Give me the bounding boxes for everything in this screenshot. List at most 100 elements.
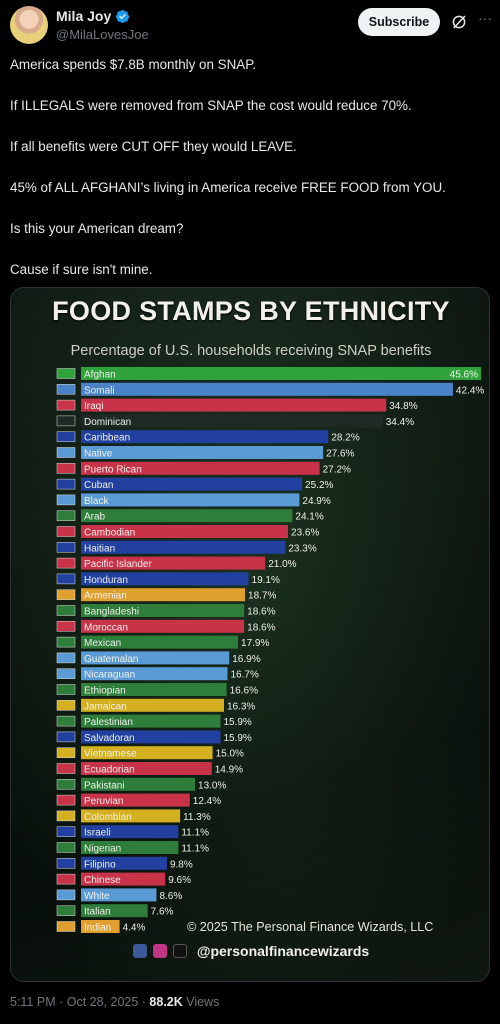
grok-icon[interactable] [450,13,468,31]
category-label: Indian [84,923,111,934]
category-label: Nigerian [84,844,121,855]
value-label: 28.2% [331,433,359,444]
post-timestamp[interactable]: 5:11 PM · Oct 28, 2025 · [10,995,150,1009]
category-label: Jamaican [84,701,127,712]
bar [81,540,286,554]
value-label: 16.7% [230,670,258,681]
category-label: Italian [84,907,111,918]
value-label: 24.1% [295,512,323,523]
value-label: 25.2% [305,480,333,491]
category-label: Moroccan [84,622,128,633]
category-label: Cambodian [84,528,135,539]
value-label: 11.3% [183,812,211,823]
bar [81,730,221,744]
value-label: 13.0% [198,780,226,791]
avatar[interactable] [10,6,48,44]
category-label: Dominican [84,417,131,428]
value-label: 18.7% [248,591,276,602]
category-label: White [84,891,110,902]
post-line: Cause if sure isn't mine. [10,262,153,277]
bar [81,477,303,491]
more-options-icon[interactable]: ··· [478,10,492,26]
author-handle[interactable]: @MilaLovesJoe [56,27,149,42]
display-name[interactable]: Mila Joy [56,8,112,24]
post-header: Mila Joy @MilaLovesJoe Subscribe ··· [0,0,500,50]
author-name-row: Mila Joy [56,8,130,24]
category-label: Somali [84,385,115,396]
bar [81,809,181,823]
value-label: 27.2% [323,464,351,475]
views-label: Views [182,995,220,1009]
tiktok-icon [172,944,187,958]
category-label: Armenian [84,591,127,602]
bar [81,493,300,507]
bar [81,556,266,570]
category-label: Cuban [84,480,113,491]
bar [81,382,453,396]
category-label: Caribbean [84,433,130,444]
bar [81,667,228,681]
value-label: 24.9% [302,496,330,507]
category-label: Nicaraguan [84,670,135,681]
value-label: 17.9% [241,638,269,649]
post-line: Is this your American dream? [10,221,184,236]
value-label: 8.6% [159,891,182,902]
value-label: 12.4% [193,796,221,807]
bar-chart: Afghan 45.6% Somali 42.4% Iraqi 34.8% Dominica… [56,367,484,934]
value-label: 16.6% [230,686,258,697]
subscribe-button[interactable]: Subscribe [358,8,440,36]
post-line: 45% of ALL AFGHANI’s living in America r… [10,180,446,195]
value-label: 9.8% [170,859,193,870]
category-label: Salvadoran [84,733,135,744]
flag-icon [56,368,76,379]
category-label: Palestinian [84,717,133,728]
flag-icon [56,826,76,837]
flag-icon [56,652,76,664]
post-image[interactable]: FOOD STAMPS BY ETHNICITY Percentage of U… [10,287,490,982]
category-label: Black [84,496,109,507]
bar [81,651,230,665]
category-label: Colombian [84,812,132,823]
bar [81,762,212,775]
bar [81,777,196,791]
flag-icon [56,542,76,553]
category-label: Pakistani [84,780,125,791]
bar [81,367,481,380]
bar [81,698,224,712]
flag-icon [56,858,76,869]
flag-icon [56,526,76,537]
chart-copyright: © 2025 The Personal Finance Wizards, LLC [187,920,434,934]
category-label: Peruvian [84,796,123,807]
flag-icon [56,794,76,806]
flag-icon [56,763,76,774]
value-label: 18.6% [247,622,275,633]
bar [81,683,227,696]
category-label: Vietnamese [84,749,137,760]
bar [81,825,179,839]
flag-icon [56,636,76,648]
flag-icon [56,715,76,727]
flag-icon [56,557,76,569]
bar [81,635,239,649]
chart-title: FOOD STAMPS BY ETHNICITY [52,296,450,326]
category-label: Mexican [84,638,121,649]
flag-icon [56,621,76,632]
value-label: 11.1% [181,828,209,839]
flag-icon [56,431,76,442]
value-label: 23.6% [291,528,319,539]
category-label: Iraqi [84,401,103,412]
bar [81,509,293,523]
value-label: 21.0% [268,559,296,570]
bar [81,714,221,728]
category-label: Afghan [84,370,116,381]
bar [81,872,166,886]
flag-icon [56,494,76,506]
value-label: 34.4% [386,417,414,428]
value-label: 23.3% [288,543,316,554]
category-label: Bangladeshi [84,607,139,618]
flag-icon [56,589,76,600]
bar [81,398,387,412]
bar [81,841,179,854]
flag-icon [56,384,76,395]
category-label: Native [84,449,113,460]
